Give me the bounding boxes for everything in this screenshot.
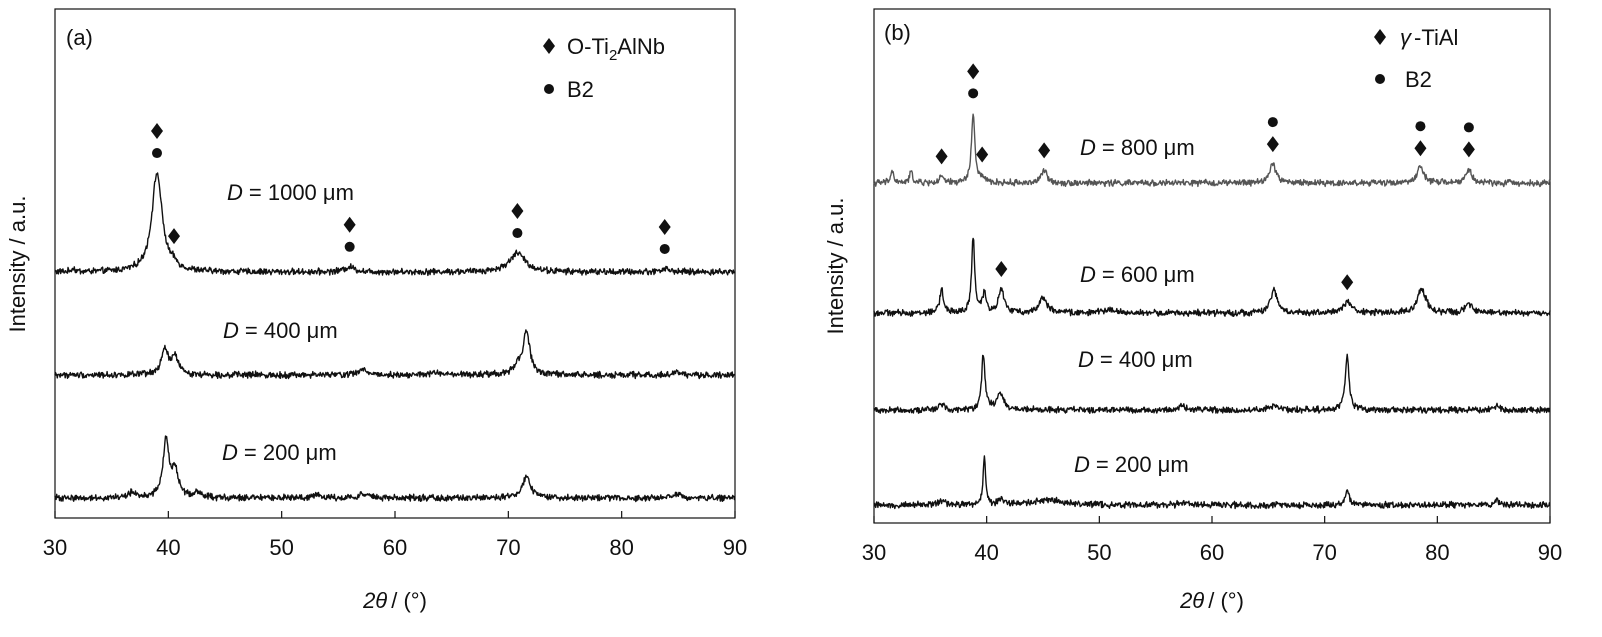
panel-b-series-2-peak-2-diamond-marker	[1341, 274, 1354, 291]
panel-b-legend-circle-marker	[1375, 74, 1385, 84]
panel-b-series-1-peak-5-circle-marker	[1267, 117, 1278, 128]
panel-b-series-4-trace	[873, 455, 1551, 510]
panel-a-series-1-peak-5-diamond-marker	[658, 218, 671, 235]
panel-b-series-1-peak-4-diamond-marker	[1038, 142, 1051, 159]
panel-a-xtick-label-40: 40	[156, 535, 180, 560]
panel-b-series-1-peak-6-diamond-marker	[1414, 140, 1427, 157]
panel-b-series-label-400um: D = 400 μm	[1078, 347, 1193, 372]
panel-b-xtick-label-50: 50	[1087, 540, 1111, 565]
panel-a-label: (a)	[66, 25, 93, 50]
panel-b-legend-diamond-marker	[1374, 29, 1386, 45]
panel-a-series-1-peak-3-circle-marker	[344, 241, 355, 252]
panel-b-chart: 30 40 50 60 70 80 90 (b) Intensity / a.u. 2θ / …	[823, 8, 1562, 613]
panel-b-xtick-label-90: 90	[1538, 540, 1562, 565]
panel-a-xlabel-unit: / (°)	[391, 588, 427, 613]
panel-b-xtick-label-80: 80	[1425, 540, 1449, 565]
panel-b-xtick-label-30: 30	[862, 540, 886, 565]
panel-a-legend-diamond-marker	[543, 38, 555, 54]
panel-b-xlabel: 2θ / (°)	[1179, 588, 1244, 613]
panel-a-series-1-peak-4-circle-marker	[512, 228, 523, 239]
panel-a-series-2-trace	[54, 329, 736, 380]
panel-b-tick-layer: 30 40 50 60 70 80 90	[862, 516, 1562, 565]
panel-b-series-2-peak-1-diamond-marker	[995, 261, 1008, 278]
panel-a-xtick-label-80: 80	[609, 535, 633, 560]
panel-a-ylabel: Intensity / a.u.	[5, 196, 30, 333]
panel-a-series-1-peak-2-diamond-marker	[168, 228, 180, 245]
panel-a-legend: O-Ti2AlNb B2	[543, 34, 665, 102]
panel-b-ylabel: Intensity / a.u.	[823, 198, 848, 335]
panel-a-series-1-trace	[54, 172, 736, 277]
panel-b-marker-layer	[935, 63, 1475, 291]
panel-a-legend-circle-marker	[544, 84, 554, 94]
panel-b-legend-entry-gamma-tial: γ -TiAl	[1400, 25, 1458, 50]
panel-a-legend-entry-o-phase: O-Ti2AlNb	[567, 34, 665, 64]
panel-b-series-1-peak-7-diamond-marker	[1462, 141, 1475, 158]
panel-b-series-label-600um: D = 600 μm	[1080, 262, 1195, 287]
panel-a-series-1-peak-1-circle-marker	[152, 148, 162, 159]
panel-b-series-1-peak-5-diamond-marker	[1266, 136, 1279, 153]
panel-b-xlabel-variable: 2θ	[1179, 588, 1204, 613]
panel-a-series-label-1000um: D = 1000 μm	[227, 180, 354, 205]
panel-a-series-label-200um: D = 200 μm	[222, 440, 337, 465]
panel-b-series-label-200um: D = 200 μm	[1074, 452, 1189, 477]
panel-b-xtick-label-70: 70	[1312, 540, 1336, 565]
panel-b-series-1-peak-2-circle-marker	[968, 88, 979, 99]
panel-a-xtick-label-30: 30	[43, 535, 67, 560]
panel-b-series-1-peak-7-circle-marker	[1463, 122, 1474, 133]
panel-a-series-1-peak-4-diamond-marker	[511, 203, 524, 220]
panel-a-series-3-trace	[54, 435, 736, 503]
panel-b-legend: γ -TiAl B2	[1374, 25, 1458, 92]
panel-b-series-1-peak-3-diamond-marker	[976, 146, 989, 163]
panel-b-series-1-peak-2-diamond-marker	[967, 63, 980, 80]
panel-a-series-1-peak-1-diamond-marker	[151, 123, 163, 140]
panel-b-xtick-label-60: 60	[1200, 540, 1224, 565]
panel-a-xtick-label-50: 50	[269, 535, 293, 560]
panel-a-xlabel: 2θ / (°)	[362, 588, 427, 613]
panel-b-xtick-label-40: 40	[974, 540, 998, 565]
panel-a-tick-layer: 30 40 50 60 70 80 90	[43, 511, 747, 560]
panel-b-series-2-trace	[873, 237, 1551, 318]
panel-a-series-label-400um: D = 400 μm	[223, 318, 338, 343]
panel-a-chart: 30 40 50 60 70 80 90 (a) Intensity / a.u. 2θ / …	[5, 8, 747, 613]
panel-a-series-1-peak-5-circle-marker	[659, 243, 670, 254]
panel-b-label: (b)	[884, 20, 911, 45]
panel-b-series-1-peak-1-diamond-marker	[935, 148, 948, 165]
panel-b-series-1-peak-6-circle-marker	[1415, 121, 1426, 132]
panel-a-xlabel-variable: 2θ	[362, 588, 387, 613]
panel-a-xtick-label-70: 70	[496, 535, 520, 560]
panel-a-xtick-label-60: 60	[383, 535, 407, 560]
panel-b-series-3-trace	[873, 353, 1551, 414]
panel-b-series-layer	[873, 113, 1551, 510]
panel-b-series-1-trace	[873, 113, 1551, 188]
panel-a-series-layer	[54, 172, 736, 503]
panel-b-legend-entry-b2: B2	[1405, 67, 1432, 92]
panel-a-legend-entry-b2: B2	[567, 77, 594, 102]
panel-b-xlabel-unit: / (°)	[1208, 588, 1244, 613]
panel-a-series-1-peak-3-diamond-marker	[343, 216, 356, 233]
panel-a-xtick-label-90: 90	[723, 535, 747, 560]
panel-a-marker-layer	[151, 123, 671, 254]
panel-b-series-label-800um: D = 800 μm	[1080, 135, 1195, 160]
